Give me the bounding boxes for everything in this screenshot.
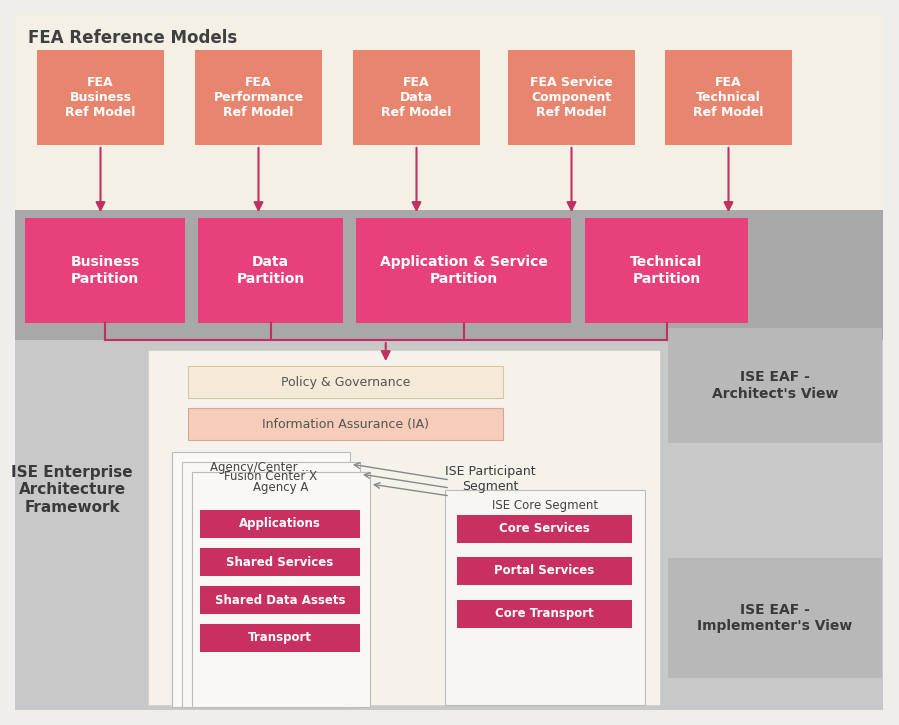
Text: FEA
Performance
Ref Model: FEA Performance Ref Model (213, 76, 304, 119)
Text: Agency A: Agency A (254, 481, 308, 494)
Bar (445, 490, 645, 705)
Bar (200, 624, 360, 652)
Text: Portal Services: Portal Services (494, 565, 594, 578)
Bar (668, 558, 882, 678)
Bar (182, 462, 360, 707)
Bar (148, 350, 660, 705)
Bar (508, 50, 635, 145)
Text: Fusion Center X: Fusion Center X (225, 471, 317, 484)
Bar (356, 218, 571, 323)
Text: ISE Core Segment: ISE Core Segment (492, 499, 598, 512)
Bar (457, 600, 632, 628)
Bar (172, 452, 350, 707)
Bar (192, 472, 370, 707)
Text: Data
Partition: Data Partition (236, 255, 305, 286)
Text: Shared Services: Shared Services (227, 555, 334, 568)
Bar (200, 548, 360, 576)
Text: Information Assurance (IA): Information Assurance (IA) (262, 418, 429, 431)
Bar (665, 50, 792, 145)
Bar (25, 218, 185, 323)
Bar (457, 515, 632, 543)
Text: Applications: Applications (239, 518, 321, 531)
Bar (668, 328, 882, 443)
Text: Transport: Transport (248, 631, 312, 645)
Text: ISE EAF -
Implementer's View: ISE EAF - Implementer's View (698, 603, 852, 633)
Text: FEA
Technical
Ref Model: FEA Technical Ref Model (693, 76, 763, 119)
Bar (15, 340, 883, 710)
Text: Business
Partition: Business Partition (70, 255, 139, 286)
Bar (15, 210, 883, 340)
Text: FEA
Business
Ref Model: FEA Business Ref Model (66, 76, 136, 119)
Text: ISE EAF -
Architect's View: ISE EAF - Architect's View (712, 370, 838, 401)
Bar (585, 218, 748, 323)
Bar (200, 510, 360, 538)
Bar (37, 50, 164, 145)
Bar (188, 408, 503, 440)
Text: Agency/Center ...: Agency/Center ... (209, 460, 312, 473)
Bar (188, 366, 503, 398)
Text: Technical
Partition: Technical Partition (630, 255, 703, 286)
Text: ISE Participant
Segment: ISE Participant Segment (445, 465, 536, 493)
Text: FEA Reference Models: FEA Reference Models (28, 29, 237, 47)
Bar (15, 15, 883, 210)
Bar (200, 586, 360, 614)
Bar (198, 218, 343, 323)
Text: Application & Service
Partition: Application & Service Partition (379, 255, 547, 286)
Text: FEA
Data
Ref Model: FEA Data Ref Model (381, 76, 451, 119)
Text: Shared Data Assets: Shared Data Assets (215, 594, 345, 607)
Text: Core Transport: Core Transport (495, 608, 594, 621)
Text: Policy & Governance: Policy & Governance (280, 376, 410, 389)
Text: FEA Service
Component
Ref Model: FEA Service Component Ref Model (530, 76, 613, 119)
Bar (353, 50, 480, 145)
Text: ISE Enterprise
Architecture
Framework: ISE Enterprise Architecture Framework (11, 465, 133, 515)
Text: Core Services: Core Services (499, 523, 590, 536)
Bar (457, 557, 632, 585)
Bar (195, 50, 322, 145)
